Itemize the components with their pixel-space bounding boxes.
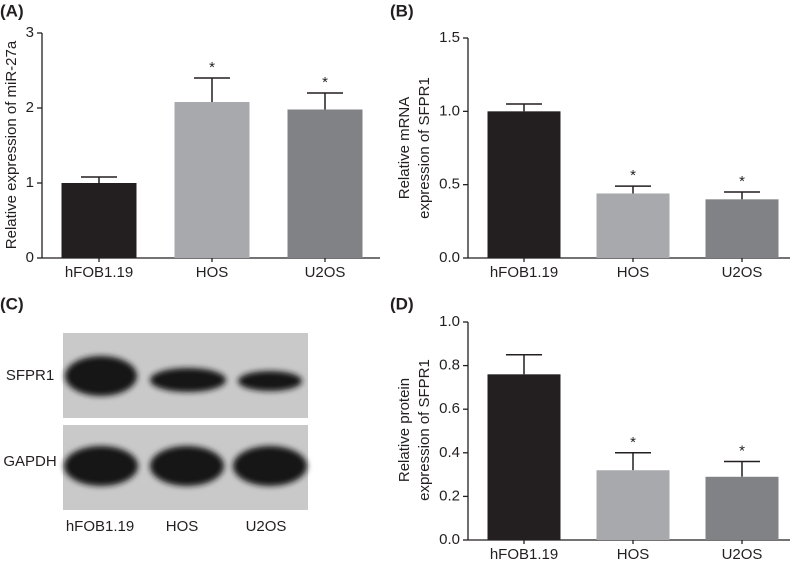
blot-band [238, 371, 302, 391]
significance-marker: * [739, 173, 745, 190]
x-tick-label: U2OS [722, 264, 763, 281]
y-axis-label: expression of SFPR1 [416, 77, 433, 219]
y-tick-label: 3 [26, 24, 34, 41]
blot-row-label: SFPR1 [6, 367, 54, 384]
significance-marker: * [630, 167, 636, 184]
y-tick-label: 1.0 [439, 102, 460, 119]
blot-band [64, 446, 138, 486]
y-tick-label: 1.0 [439, 313, 460, 330]
y-tick-label: 0.8 [439, 357, 460, 374]
y-tick-label: 0.0 [439, 531, 460, 548]
y-axis-label: Relative mRNA [396, 97, 413, 200]
y-tick-label: 0.4 [439, 444, 460, 461]
x-tick-label: U2OS [305, 264, 346, 281]
bar [705, 199, 779, 258]
blot-lane-label: HOS [166, 518, 199, 535]
significance-marker: * [209, 59, 215, 76]
bar [287, 109, 363, 258]
blot-band [233, 446, 307, 486]
y-tick-label: 0.6 [439, 400, 460, 417]
blot-band [65, 356, 137, 396]
blot-image [63, 333, 308, 510]
y-tick-label: 1.5 [439, 29, 460, 46]
x-tick-label: HOS [617, 546, 650, 563]
significance-marker: * [322, 74, 328, 91]
y-tick-label: 0.0 [439, 249, 460, 266]
x-tick-label: hFOB1.19 [490, 546, 558, 563]
y-axis-label: Relative protein [396, 378, 413, 482]
panel-label: (A) [0, 1, 24, 20]
y-axis-label: expression of SFPR1 [416, 359, 433, 501]
bar [487, 111, 561, 258]
y-tick-label: 0.2 [439, 487, 460, 504]
bar [596, 470, 670, 540]
bar [705, 476, 779, 540]
blot-lane-label: hFOB1.19 [66, 518, 134, 535]
blot-row-label: GAPDH [3, 453, 56, 470]
blot-lane-label: U2OS [246, 518, 287, 535]
y-tick-label: 0 [26, 249, 34, 266]
x-tick-label: HOS [196, 264, 229, 281]
bar [61, 183, 137, 258]
y-tick-label: 1 [26, 174, 34, 191]
panel-label: (C) [0, 294, 24, 313]
blot-band [150, 446, 224, 486]
panel-label: (D) [390, 294, 414, 313]
x-tick-label: hFOB1.19 [65, 264, 133, 281]
bar [174, 102, 250, 258]
x-tick-label: hFOB1.19 [490, 264, 558, 281]
bar [596, 193, 670, 258]
significance-marker: * [630, 434, 636, 451]
significance-marker: * [739, 442, 745, 459]
y-axis-label: Relative expression of miR-27a [3, 40, 20, 249]
y-tick-label: 0.5 [439, 176, 460, 193]
blot-band [150, 368, 226, 392]
x-tick-label: HOS [617, 264, 650, 281]
x-tick-label: U2OS [722, 546, 763, 563]
bar [487, 374, 561, 540]
y-tick-label: 2 [26, 99, 34, 116]
panel-label: (B) [390, 1, 414, 20]
